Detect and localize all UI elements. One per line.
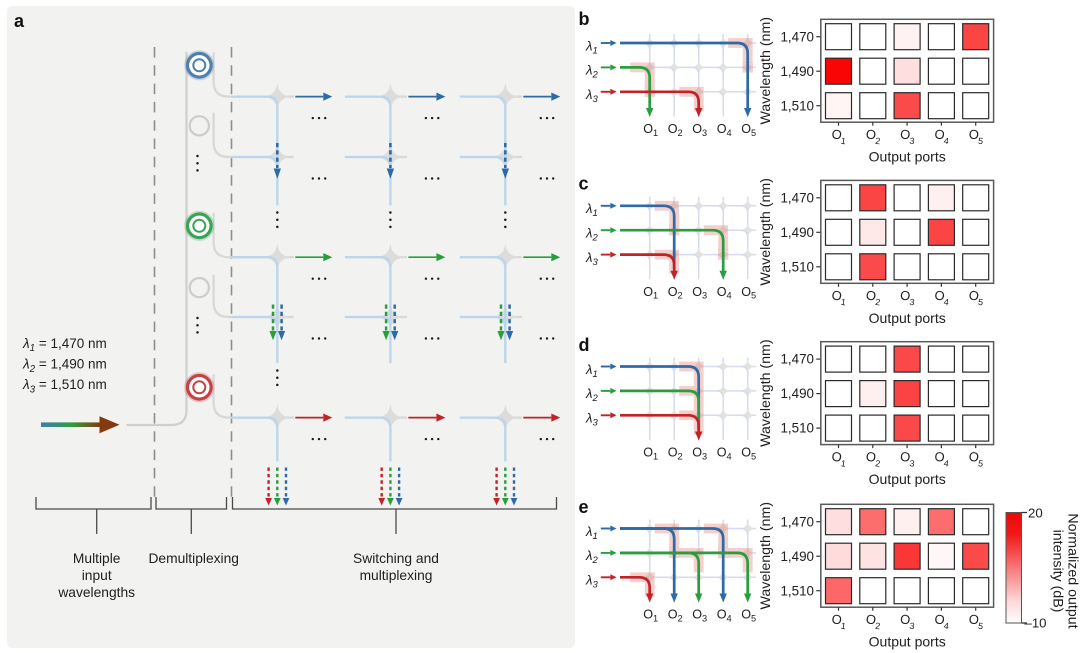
svg-text:Wavelength (nm): Wavelength (nm) — [758, 502, 774, 610]
svg-text:Output ports: Output ports — [869, 310, 946, 326]
svg-text:1,510: 1,510 — [780, 421, 814, 436]
svg-text:λ1: λ1 — [585, 524, 598, 542]
svg-text:λ3: λ3 — [585, 411, 599, 429]
svg-text:λ3 = 1,510 nm: λ3 = 1,510 nm — [22, 377, 107, 395]
svg-text:λ1: λ1 — [585, 362, 598, 380]
svg-text:λ2: λ2 — [585, 548, 599, 566]
svg-text:1,490: 1,490 — [780, 386, 814, 401]
svg-text:e: e — [579, 497, 589, 517]
svg-text:–10: –10 — [1025, 616, 1047, 631]
svg-text:input: input — [82, 568, 112, 583]
svg-text:c: c — [579, 174, 589, 194]
svg-text:1,490: 1,490 — [780, 549, 814, 564]
svg-text:λ3: λ3 — [585, 250, 599, 268]
svg-text:λ2: λ2 — [585, 386, 599, 404]
svg-text:1,510: 1,510 — [780, 583, 814, 598]
svg-text:Demultiplexing: Demultiplexing — [148, 551, 239, 566]
svg-text:20: 20 — [1028, 505, 1043, 520]
svg-text:1,470: 1,470 — [780, 352, 814, 367]
svg-text:Wavelength (nm): Wavelength (nm) — [758, 178, 774, 286]
svg-text:λ3: λ3 — [585, 87, 599, 105]
svg-text:multiplexing: multiplexing — [360, 568, 433, 583]
svg-text:λ2: λ2 — [585, 63, 599, 81]
svg-text:Wavelength (nm): Wavelength (nm) — [758, 17, 774, 125]
svg-text:1,470: 1,470 — [780, 514, 814, 529]
svg-text:Normalized output: Normalized output — [1065, 513, 1080, 628]
svg-text:λ1: λ1 — [585, 201, 598, 219]
svg-text:1,510: 1,510 — [780, 98, 814, 113]
svg-text:λ1 = 1,470 nm: λ1 = 1,470 nm — [22, 336, 107, 354]
svg-text:d: d — [579, 335, 590, 355]
svg-text:1,470: 1,470 — [780, 29, 814, 44]
svg-text:1,510: 1,510 — [780, 259, 814, 274]
svg-text:b: b — [579, 9, 590, 29]
svg-text:Switching and: Switching and — [353, 551, 439, 566]
svg-text:1,490: 1,490 — [780, 64, 814, 79]
svg-text:λ2: λ2 — [585, 226, 599, 244]
svg-text:λ1: λ1 — [585, 38, 598, 56]
svg-text:intensity (dB): intensity (dB) — [1050, 530, 1066, 613]
svg-text:1,490: 1,490 — [780, 225, 814, 240]
svg-text:Output ports: Output ports — [869, 471, 946, 487]
svg-text:a: a — [14, 11, 25, 31]
svg-text:λ2 = 1,490 nm: λ2 = 1,490 nm — [22, 357, 107, 375]
svg-text:wavelengths: wavelengths — [57, 585, 135, 600]
svg-text:1,470: 1,470 — [780, 190, 814, 205]
svg-text:Multiple: Multiple — [73, 551, 121, 566]
svg-text:Output ports: Output ports — [869, 634, 946, 650]
svg-text:Output ports: Output ports — [869, 149, 946, 165]
svg-text:Wavelength (nm): Wavelength (nm) — [758, 339, 774, 447]
svg-text:λ3: λ3 — [585, 573, 599, 591]
